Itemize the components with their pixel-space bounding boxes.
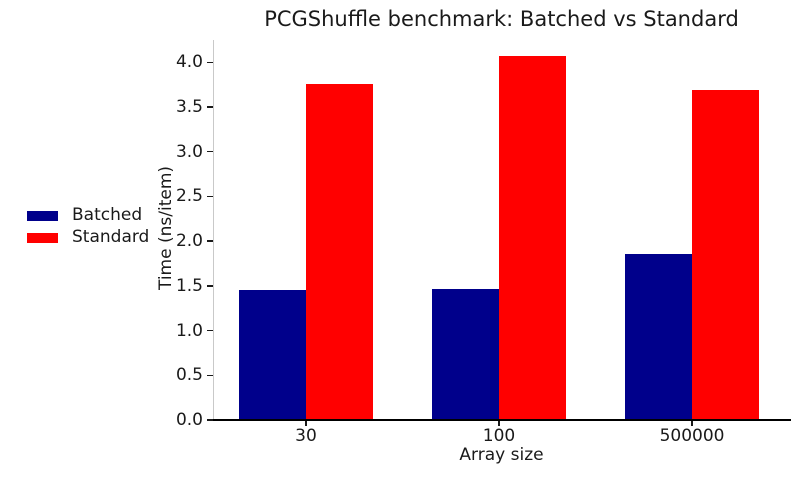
y-tick-label: 2.0 — [175, 231, 203, 252]
x-tick-label: 500000 — [659, 426, 725, 446]
legend-item-standard: Standard — [27, 227, 149, 248]
bar-batched-30 — [239, 290, 306, 420]
legend-label-batched: Batched — [72, 205, 143, 225]
y-tick-mark — [207, 151, 213, 153]
y-tick-label: 3.5 — [175, 97, 203, 118]
bar-standard-100 — [499, 56, 567, 420]
y-tick-mark — [207, 329, 213, 332]
bar-batched-500000 — [625, 253, 693, 420]
y-tick-mark — [207, 240, 213, 242]
chart-title: PCGShuffle benchmark: Batched vs Standar… — [264, 7, 739, 31]
bar-standard-30 — [306, 83, 373, 420]
y-tick-mark — [207, 195, 213, 198]
legend: Batched Standard — [27, 205, 149, 249]
y-tick-label: 0.0 — [175, 410, 203, 430]
y-tick-mark — [207, 61, 213, 64]
x-tick-label: 100 — [482, 426, 516, 446]
y-axis-spine — [213, 40, 214, 420]
legend-swatch-batched — [27, 210, 58, 221]
x-tick-mark — [498, 421, 500, 426]
y-tick-label: 4.0 — [175, 52, 203, 73]
bar-standard-500000 — [692, 90, 760, 420]
y-tick-mark — [207, 106, 213, 108]
legend-item-batched: Batched — [27, 205, 149, 226]
x-tick-mark — [691, 421, 693, 426]
x-tick-mark — [305, 421, 307, 426]
y-tick-label: 1.5 — [175, 275, 203, 296]
x-tick-label: 30 — [295, 426, 317, 446]
x-axis-label: Array size — [459, 445, 544, 465]
y-tick-mark — [207, 285, 213, 287]
y-tick-label: 0.5 — [175, 365, 203, 386]
y-tick-label: 2.5 — [175, 186, 203, 207]
bar-batched-100 — [432, 288, 500, 420]
legend-swatch-standard — [27, 232, 58, 243]
y-tick-label: 3.0 — [175, 141, 203, 162]
y-tick-label: 1.0 — [175, 320, 203, 341]
x-axis-spine — [213, 419, 791, 422]
y-tick-mark — [207, 374, 213, 376]
legend-label-standard: Standard — [72, 227, 150, 247]
y-tick-mark — [207, 419, 213, 421]
